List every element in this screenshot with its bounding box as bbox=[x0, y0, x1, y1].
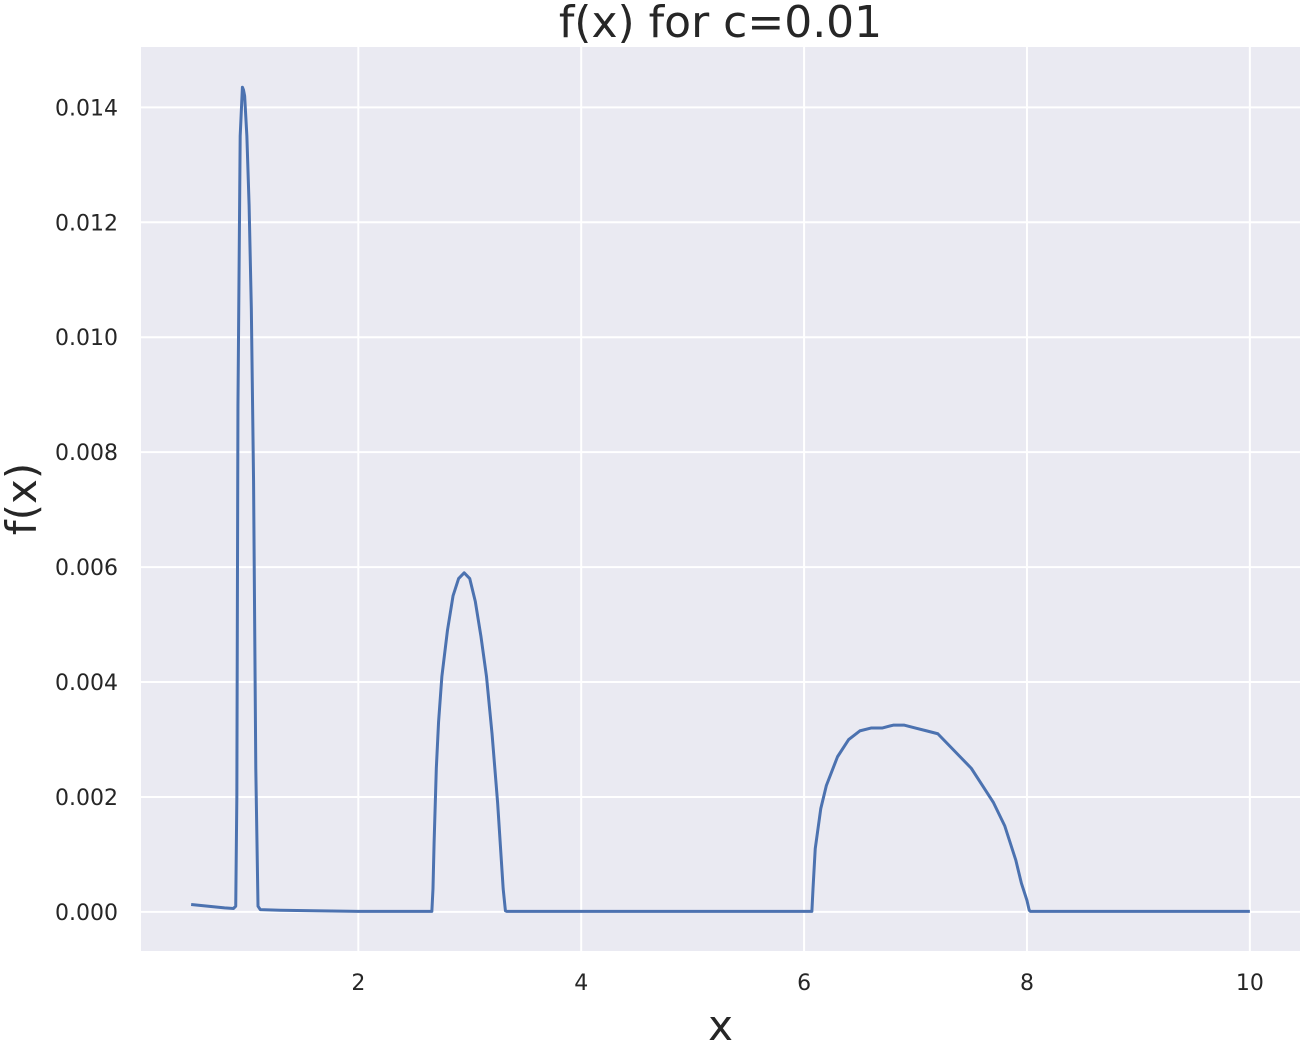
series-group bbox=[190, 85, 1250, 913]
y-axis-label: f(x) bbox=[0, 463, 46, 535]
x-tick-label: 2 bbox=[351, 971, 365, 996]
y-tick-label: 0.006 bbox=[55, 556, 118, 581]
x-axis-label: x bbox=[708, 1001, 733, 1049]
series-line bbox=[190, 85, 1250, 913]
y-tick-label: 0.002 bbox=[55, 786, 118, 811]
y-tick-label: 0.008 bbox=[55, 441, 118, 466]
tick-labels: 2 4 6 8 10 0.000 0.002 0.004 0.006 0.008 0.010 0.01… bbox=[55, 96, 1264, 996]
x-tick-label: 4 bbox=[574, 971, 588, 996]
y-tick-label: 0.010 bbox=[55, 326, 118, 351]
chart-title: f(x) for c=0.01 bbox=[559, 0, 882, 48]
y-tick-label: 0.012 bbox=[55, 211, 118, 236]
y-tick-label: 0.000 bbox=[55, 901, 118, 926]
x-tick-label: 6 bbox=[797, 971, 811, 996]
y-tick-label: 0.014 bbox=[55, 96, 118, 121]
x-tick-label: 10 bbox=[1236, 971, 1264, 996]
plot-area bbox=[141, 47, 1300, 951]
x-tick-label: 8 bbox=[1020, 971, 1034, 996]
y-tick-label: 0.004 bbox=[55, 671, 118, 696]
